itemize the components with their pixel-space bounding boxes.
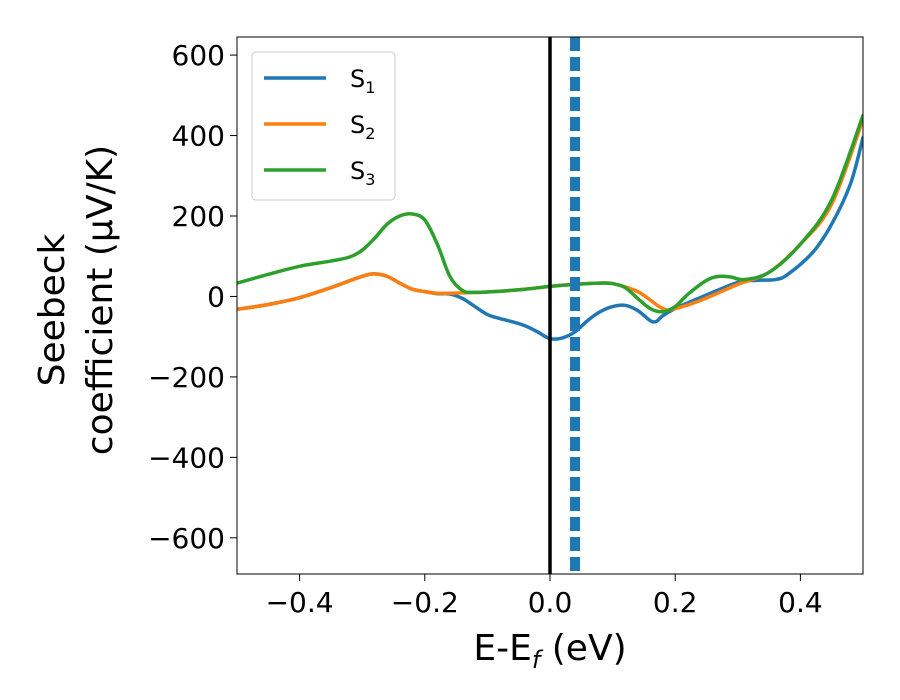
y-tick-label: 0 xyxy=(207,280,225,313)
x-tick-label: −0.2 xyxy=(391,586,459,619)
x-axis-label-unit: (eV) xyxy=(540,628,626,669)
legend-label-s1: S1 xyxy=(350,65,375,97)
legend-label-s2: S2 xyxy=(350,111,375,143)
plot-series-group xyxy=(237,37,863,574)
y-tick-label: 200 xyxy=(172,200,225,233)
y-axis-label: Seebeck coefficient (μV/K) xyxy=(32,145,121,455)
x-axis-label: E-Ef (eV) xyxy=(473,628,626,674)
legend-label-s3: S3 xyxy=(350,157,375,189)
legend-box xyxy=(251,51,396,201)
y-tick-label: −600 xyxy=(148,522,225,555)
y-axis-label-line2: coefficient (μV/K) xyxy=(80,145,121,455)
plot-area: −0.4 −0.2 0.0 0.2 0.4 −600 −400 −200 0 200 400 600 S… xyxy=(148,36,864,619)
x-tick-label: 0.2 xyxy=(653,586,698,619)
x-tick-label: 0.4 xyxy=(778,586,823,619)
y-tick-label: −200 xyxy=(148,361,225,394)
x-tick-label: −0.4 xyxy=(266,586,334,619)
y-tick-label: 400 xyxy=(172,120,225,153)
y-tick-label: 600 xyxy=(172,39,225,72)
legend: S1 S2 S3 xyxy=(251,51,396,201)
y-tick-label: −400 xyxy=(148,441,225,474)
y-axis-label-line1: Seebeck xyxy=(32,233,73,386)
x-tick-label: 0.0 xyxy=(528,586,573,619)
